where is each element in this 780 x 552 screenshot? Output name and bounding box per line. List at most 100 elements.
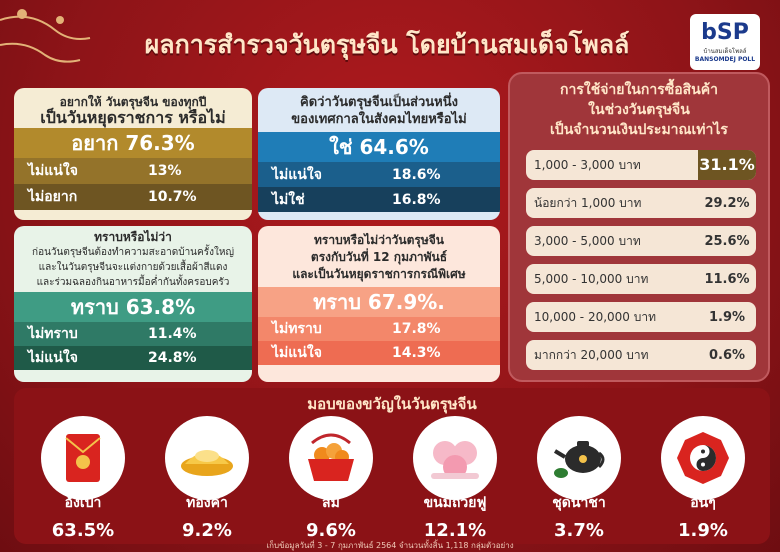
gift-item: ทองคำ 9.2% [152, 416, 262, 541]
answer-label: ไม่แน่ใจ [272, 345, 322, 361]
logo-en-text: BANSOMDEJ POLL [694, 55, 756, 63]
answer-label: อยาก [71, 131, 119, 155]
gift-circle [661, 416, 745, 500]
logo-thai-text: บ้านสมเด็จโพลล์ [703, 47, 747, 55]
spending-row: มากกว่า 20,000 บาท 0.6% [526, 340, 756, 370]
gift-item: ชุดน้ำชา 3.7% [524, 416, 634, 541]
spending-row: 10,000 - 20,000 บาท 1.9% [526, 302, 756, 332]
answer-value: 16.8% [392, 191, 441, 208]
answer-row: ไม่แน่ใจ 13% [14, 158, 252, 184]
yin-yang-icon [677, 432, 729, 484]
question-line: ก่อนวันตรุษจีนต้องทำความสะอาดบ้านครั้งให… [32, 247, 234, 258]
red-envelope-icon [65, 434, 101, 482]
spending-title: การใช้จ่ายในการซื้อสินค้า ในช่วงวันตรุษจ… [510, 74, 768, 140]
special-holiday-question-card: ทราบหรือไม่ว่าวันตรุษจีน ตรงกับวันที่ 12… [258, 226, 500, 382]
gift-label: อื่นๆ [690, 495, 716, 511]
answer-row: ไม่แน่ใจ 14.3% [258, 341, 500, 365]
spending-percent: 29.2% [704, 195, 750, 211]
gift-circle [537, 416, 621, 500]
header-banner: ผลการสำรวจวันตรุษจีน โดยบ้านสมเด็จโพลล์ [92, 20, 682, 70]
question-line: อยากให้ วันตรุษจีน ของทุกปี [59, 95, 207, 109]
answer-value: 18.6% [392, 166, 441, 183]
answer-value: 24.8% [148, 350, 197, 366]
gifts-panel: มอบของขวัญในวันตรุษจีน อั่งเปา 63.5% ทอง… [14, 388, 770, 544]
gift-label: ทองคำ [186, 495, 228, 511]
answer-label: ไม่อยาก [28, 189, 78, 205]
answer-row: ทราบ 63.8% [14, 292, 252, 322]
gift-percent: 63.5% [51, 520, 115, 541]
logo-mark: bSP [701, 19, 749, 45]
gift-circle [41, 416, 125, 500]
answer-row: ทราบ 67.9%. [258, 287, 500, 317]
logo: bSP บ้านสมเด็จโพลล์ BANSOMDEJ POLL [690, 14, 760, 70]
ox-ornament-icon [0, 9, 91, 63]
spending-percent: 0.6% [708, 347, 746, 363]
festival-question-card: คิดว่าวันตรุษจีนเป็นส่วนหนึ่ง ของเทศกาลใ… [258, 88, 500, 220]
answer-label: ไม่แน่ใจ [28, 163, 78, 179]
question-line: คิดว่าวันตรุษจีนเป็นส่วนหนึ่ง [300, 95, 458, 110]
customs-question-card: ทราบหรือไม่ว่า ก่อนวันตรุษจีนต้องทำความส… [14, 226, 252, 382]
answer-label: ไม่แน่ใจ [28, 350, 78, 366]
gift-label: ส้ม [322, 495, 340, 511]
answer-value: 10.7% [148, 189, 197, 205]
question-line: และร่วมฉลองกินอาหารมื้อค่ำกันทั้งครอบครั… [36, 277, 230, 288]
spending-row: 5,000 - 10,000 บาท 11.6% [526, 264, 756, 294]
answer-row: ไม่ใช่ 16.8% [258, 187, 500, 212]
gift-item: ส้ม 9.6% [276, 416, 386, 541]
spending-range: 10,000 - 20,000 บาท [534, 309, 657, 324]
answer-row: ไม่อยาก 10.7% [14, 184, 252, 210]
page-title: ผลการสำรวจวันตรุษจีน โดยบ้านสมเด็จโพลล์ [144, 30, 630, 59]
teapot-icon [553, 441, 605, 478]
footnote: เก็บข้อมูลวันที่ 3 - 7 กุมภาพันธ์ 2564 จ… [266, 541, 514, 550]
spending-range: น้อยกว่า 1,000 บาท [534, 195, 642, 210]
answer-value: 17.8% [392, 321, 441, 337]
gift-percent: 9.6% [306, 520, 356, 541]
spending-row: น้อยกว่า 1,000 บาท 29.2% [526, 188, 756, 218]
gift-label: ชุดน้ำชา [552, 495, 606, 511]
question-line: และในวันตรุษจีนจะแต่งกายด้วยเสื้อผ้าสีแด… [38, 262, 228, 273]
answer-row: ไม่แน่ใจ 18.6% [258, 162, 500, 187]
answer-label: ใช่ [329, 135, 353, 159]
question-line: ทราบหรือไม่ว่าวันตรุษจีน [313, 233, 445, 247]
spending-title-line: การใช้จ่ายในการซื้อสินค้า [560, 82, 718, 98]
answer-value: 76.3% [125, 131, 195, 155]
card-question: ทราบหรือไม่ว่าวันตรุษจีน ตรงกับวันที่ 12… [258, 226, 500, 287]
card-question: ทราบหรือไม่ว่า ก่อนวันตรุษจีนต้องทำความส… [14, 226, 252, 292]
answer-row: ใช่ 64.6% [258, 132, 500, 162]
answer-label: ไม่ทราบ [272, 321, 322, 337]
answer-label: ไม่ทราบ [28, 326, 78, 342]
spending-range: 3,000 - 5,000 บาท [534, 233, 641, 248]
gifts-title: มอบของขวัญในวันตรุษจีน [307, 395, 477, 413]
answer-label: ทราบ [70, 295, 119, 319]
gift-label: อั่งเปา [64, 495, 102, 511]
orange-basket-icon [308, 433, 354, 481]
answer-row: ไม่แน่ใจ 24.8% [14, 346, 252, 370]
answer-value: 64.6% [359, 135, 429, 159]
spending-title-line: เป็นจำนวนเงินประมาณเท่าไร [550, 122, 728, 138]
spending-percent: 31.1% [698, 150, 756, 180]
gift-circle [289, 416, 373, 500]
gift-percent: 9.2% [182, 520, 232, 541]
gift-item: ขนมถ้วยฟู 12.1% [400, 416, 510, 541]
answer-row: ไม่ทราบ 11.4% [14, 322, 252, 346]
gift-item: อั่งเปา 63.5% [28, 416, 138, 541]
spending-range: 5,000 - 10,000 บาท [534, 271, 649, 286]
gift-percent: 12.1% [423, 520, 487, 541]
card-question: คิดว่าวันตรุษจีนเป็นส่วนหนึ่ง ของเทศกาลใ… [258, 88, 500, 132]
answer-value: 11.4% [148, 326, 197, 342]
answer-label: ไม่แน่ใจ [272, 166, 322, 183]
answer-value: 13% [148, 163, 182, 179]
answer-value: 14.3% [392, 345, 441, 361]
spending-percent: 11.6% [704, 271, 750, 287]
steamed-cake-icon [431, 441, 479, 479]
question-line: ของเทศกาลในสังคมไทยหรือไม่ [291, 112, 467, 127]
spending-percent: 25.6% [704, 233, 750, 249]
question-line: ทราบหรือไม่ว่า [94, 230, 172, 244]
gift-circle [413, 416, 497, 500]
holiday-question-card: อยากให้ วันตรุษจีน ของทุกปี เป็นวันหยุดร… [14, 88, 252, 220]
gift-circle [165, 416, 249, 500]
spending-title-line: ในช่วงวันตรุษจีน [588, 102, 690, 118]
question-line: เป็นวันหยุดราชการ หรือไม่ [40, 108, 226, 127]
gift-percent: 1.9% [678, 520, 728, 541]
question-line: และเป็นวันหยุดราชการกรณีพิเศษ [292, 267, 466, 281]
